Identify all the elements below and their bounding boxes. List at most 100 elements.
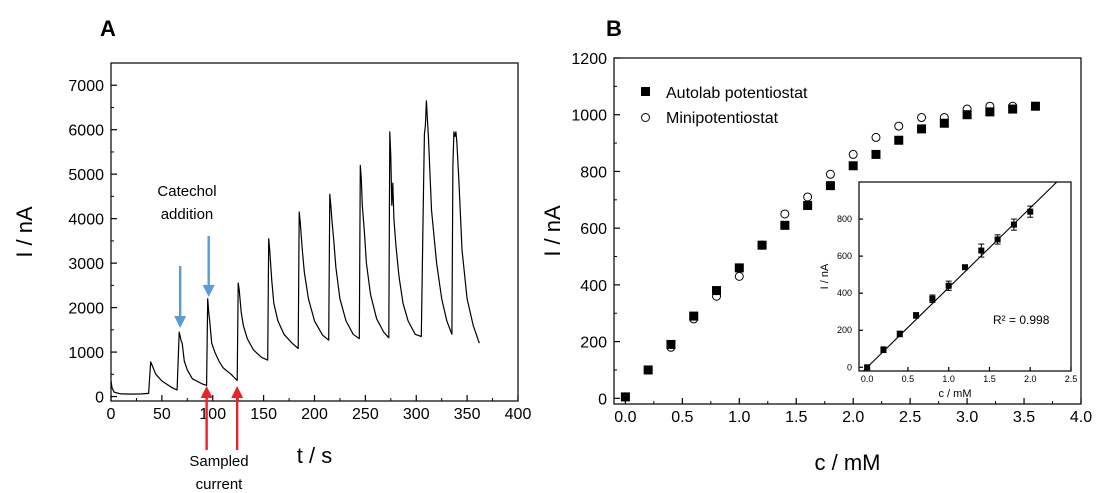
b-y-tick-label: 400 [580, 278, 607, 295]
b-x-tick-label: 3.0 [956, 409, 978, 426]
inset-y-tick-label: 400 [837, 288, 852, 298]
legend-label-mini: Minipotentiostat [666, 110, 779, 127]
inset-fit-line [862, 182, 1058, 371]
a-plot-frame [110, 62, 519, 402]
inset-point [945, 282, 952, 289]
a-y-tick-label: 7000 [68, 78, 104, 95]
catechol-arrow-1-head [174, 316, 187, 328]
minipotentiostat-point [825, 169, 835, 179]
a-x-tick-label: 150 [250, 406, 277, 423]
a-x-tick-label: 0 [107, 406, 116, 423]
b-y-tick-label: 1200 [571, 51, 607, 68]
sampled-arrow-2-head [231, 386, 244, 398]
inset-point [864, 364, 871, 371]
a-x-tick-label: 200 [301, 406, 328, 423]
catechol-arrow-2-head [202, 285, 215, 297]
a-y-tick-label: 3000 [68, 256, 104, 273]
inset-x-tick-label: 2.5 [1065, 374, 1078, 384]
inset-x-tick-label: 0.0 [861, 374, 874, 384]
autolab-point [803, 200, 813, 210]
inset-y-tick-label: 0 [847, 362, 852, 372]
panel-b: B 0.0 0.5 1.0 1.5 2.0 2.5 3.0 3.5 4.0 0 200 400 600 80… [540, 16, 1092, 475]
minipotentiostat-point [803, 192, 813, 202]
panel-label-a: A [100, 16, 116, 41]
inset-point [896, 330, 903, 337]
autolab-point [848, 161, 858, 171]
b-plot-frame [613, 57, 1082, 405]
autolab-point [871, 149, 881, 159]
a-x-tick-label: 400 [505, 406, 532, 423]
a-x-tick-label: 50 [153, 406, 171, 423]
catechol-annotation-line-2: addition [161, 206, 214, 223]
inset-y-tick-label: 600 [837, 251, 852, 261]
inset-y-tick-label: 200 [837, 325, 852, 335]
y-axis-title-a: I / nA [12, 206, 37, 258]
x-axis-title-b: c / mM [815, 450, 881, 475]
autolab-point [734, 263, 744, 273]
sampled-annotation-line-2: current [196, 476, 244, 493]
a-x-tick-label: 250 [352, 406, 379, 423]
inset-x-tick-label: 0.5 [902, 374, 915, 384]
panel-label-b: B [606, 16, 622, 41]
b-x-tick-label: 4.0 [1070, 409, 1092, 426]
inset-y-tick-label: 800 [837, 214, 852, 224]
autolab-point [939, 118, 949, 128]
inset-x-tick-label: 2.0 [1024, 374, 1037, 384]
legend-marker-autolab [641, 87, 650, 96]
minipotentiostat-point [734, 271, 744, 281]
minipotentiostat-point [871, 132, 881, 142]
inset-y-axis-title: I / nA [819, 263, 831, 289]
b-x-tick-label: 3.5 [1013, 409, 1035, 426]
a-x-tick-label: 100 [199, 406, 226, 423]
minipotentiostat-point [780, 209, 790, 219]
autolab-point [1008, 104, 1018, 114]
autolab-point [962, 110, 972, 120]
x-axis-title-a: t / s [297, 443, 332, 468]
current-trace [110, 100, 480, 395]
autolab-point [620, 392, 630, 402]
sampled-annotation-line-1: Sampled [189, 453, 248, 470]
autolab-point [780, 220, 790, 230]
b-x-tick-label: 2.0 [842, 409, 864, 426]
inset-x-axis-title: c / mM [939, 388, 972, 400]
a-x-tick-label: 300 [403, 406, 430, 423]
inset-point [913, 312, 920, 319]
autolab-point [689, 311, 699, 321]
sampled-arrow-1-head [200, 386, 213, 398]
y-axis-title-b: I / nA [540, 205, 565, 257]
inset-point [1027, 208, 1034, 215]
a-y-tick-label: 1000 [68, 345, 104, 362]
inset-x-tick-label: 1.0 [942, 374, 955, 384]
inset-chart: 0.0 0.5 1.0 1.5 2.0 2.5 0 200 400 600 800 c / mM I /… [819, 181, 1078, 400]
legend-marker-mini [641, 113, 650, 122]
inset-background [859, 182, 1071, 371]
inset-point [994, 236, 1001, 243]
a-y-tick-label: 5000 [68, 167, 104, 184]
b-y-tick-label: 0 [598, 391, 607, 408]
autolab-point [1030, 101, 1040, 111]
b-x-tick-label: 0.5 [671, 409, 693, 426]
a-y-tick-label: 2000 [68, 301, 104, 318]
autolab-point [917, 124, 927, 134]
b-y-tick-label: 1000 [571, 108, 607, 125]
panel-a: A0 50 100 150 200 250 300 350 400010002000300040… [12, 16, 531, 493]
minipotentiostat-point [917, 113, 927, 123]
inset-point [929, 295, 936, 302]
a-y-tick-label: 4000 [68, 212, 104, 229]
inset-x-tick-label: 1.5 [983, 374, 996, 384]
inset-point [962, 264, 968, 271]
inset-point [1010, 221, 1017, 228]
b-y-tick-label: 600 [580, 221, 607, 238]
b-x-tick-label: 1.0 [728, 409, 750, 426]
autolab-point [666, 339, 676, 349]
a-x-tick-label: 350 [454, 406, 481, 423]
b-y-tick-label: 200 [580, 335, 607, 352]
legend-label-autolab: Autolab potentiostat [666, 85, 808, 102]
inset-plot-frame [858, 181, 1072, 372]
b-y-tick-label: 800 [580, 164, 607, 181]
catechol-annotation-line-1: Catechol [157, 183, 216, 200]
autolab-point [894, 135, 904, 145]
b-x-tick-label: 2.5 [899, 409, 921, 426]
a-y-tick-label: 0 [95, 390, 104, 407]
